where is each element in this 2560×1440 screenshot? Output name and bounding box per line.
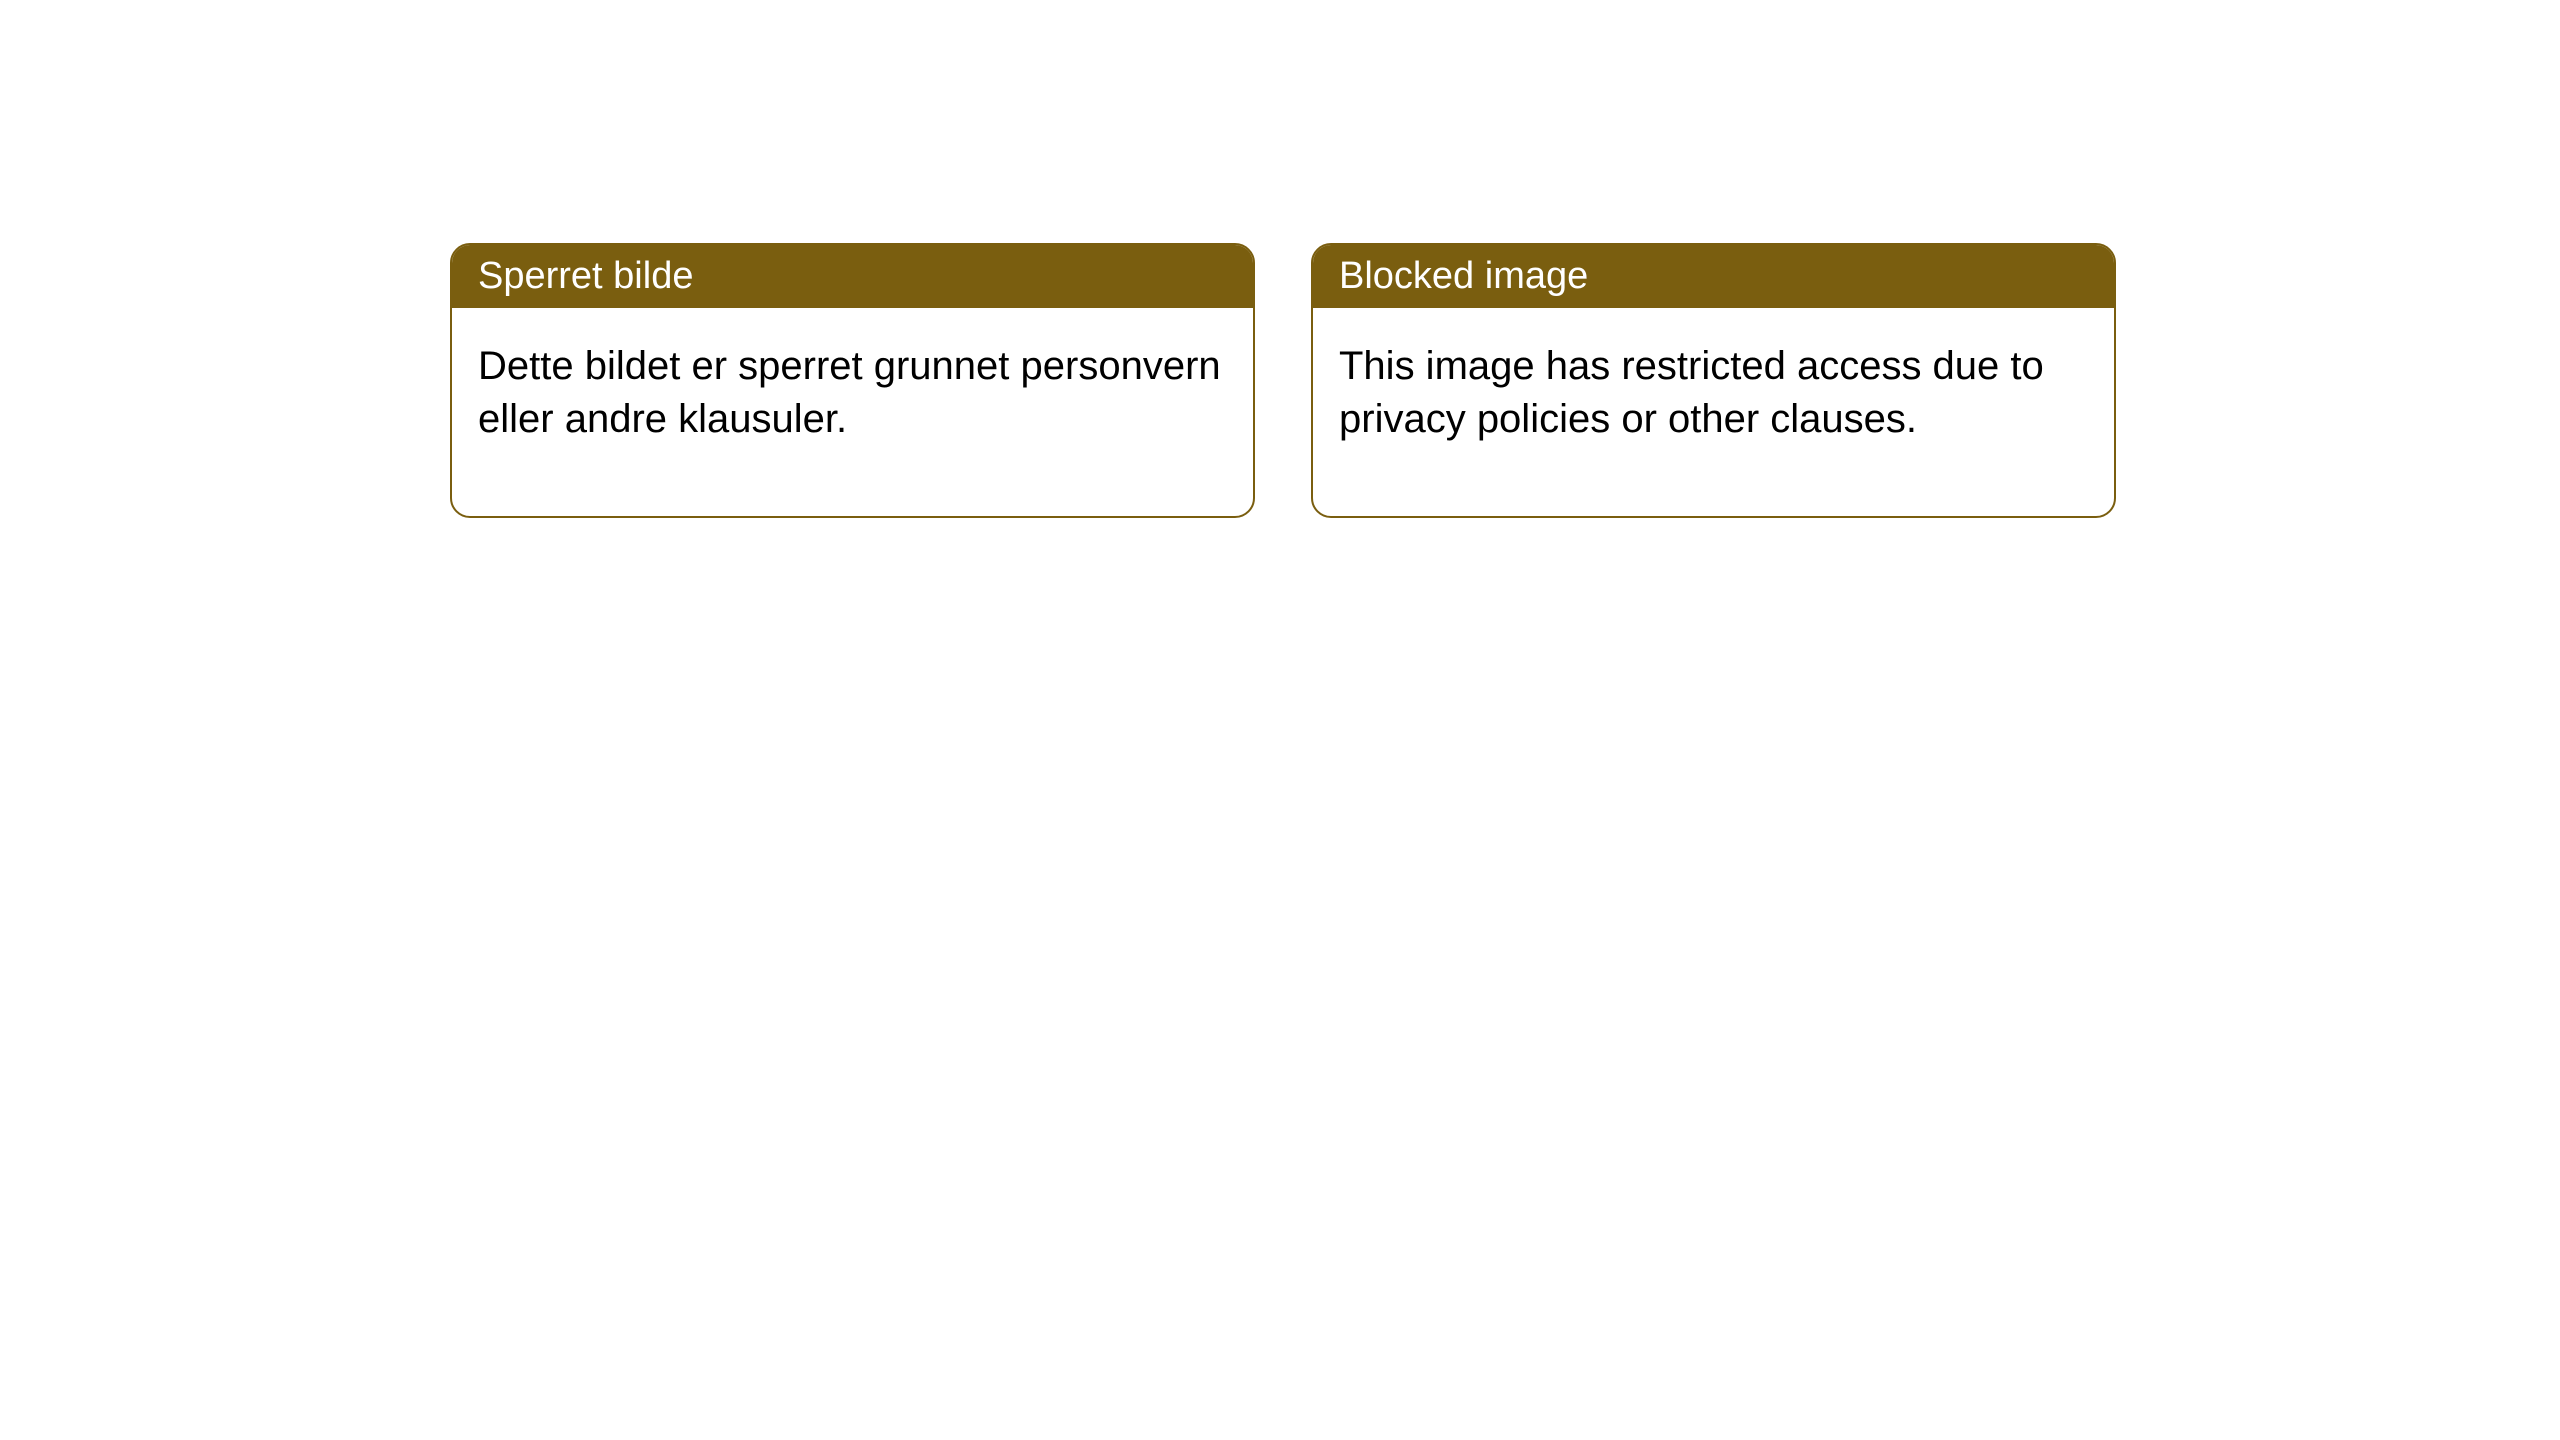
card-body: Dette bildet er sperret grunnet personve… <box>452 308 1253 516</box>
card-title: Blocked image <box>1339 255 1588 297</box>
card-body-text: This image has restricted access due to … <box>1339 344 2044 441</box>
card-title: Sperret bilde <box>478 255 693 297</box>
notice-container: Sperret bilde Dette bildet er sperret gr… <box>450 243 2116 518</box>
card-body: This image has restricted access due to … <box>1313 308 2114 516</box>
notice-card-norwegian: Sperret bilde Dette bildet er sperret gr… <box>450 243 1255 518</box>
card-header: Sperret bilde <box>452 245 1253 308</box>
card-body-text: Dette bildet er sperret grunnet personve… <box>478 344 1221 441</box>
notice-card-english: Blocked image This image has restricted … <box>1311 243 2116 518</box>
card-header: Blocked image <box>1313 245 2114 308</box>
